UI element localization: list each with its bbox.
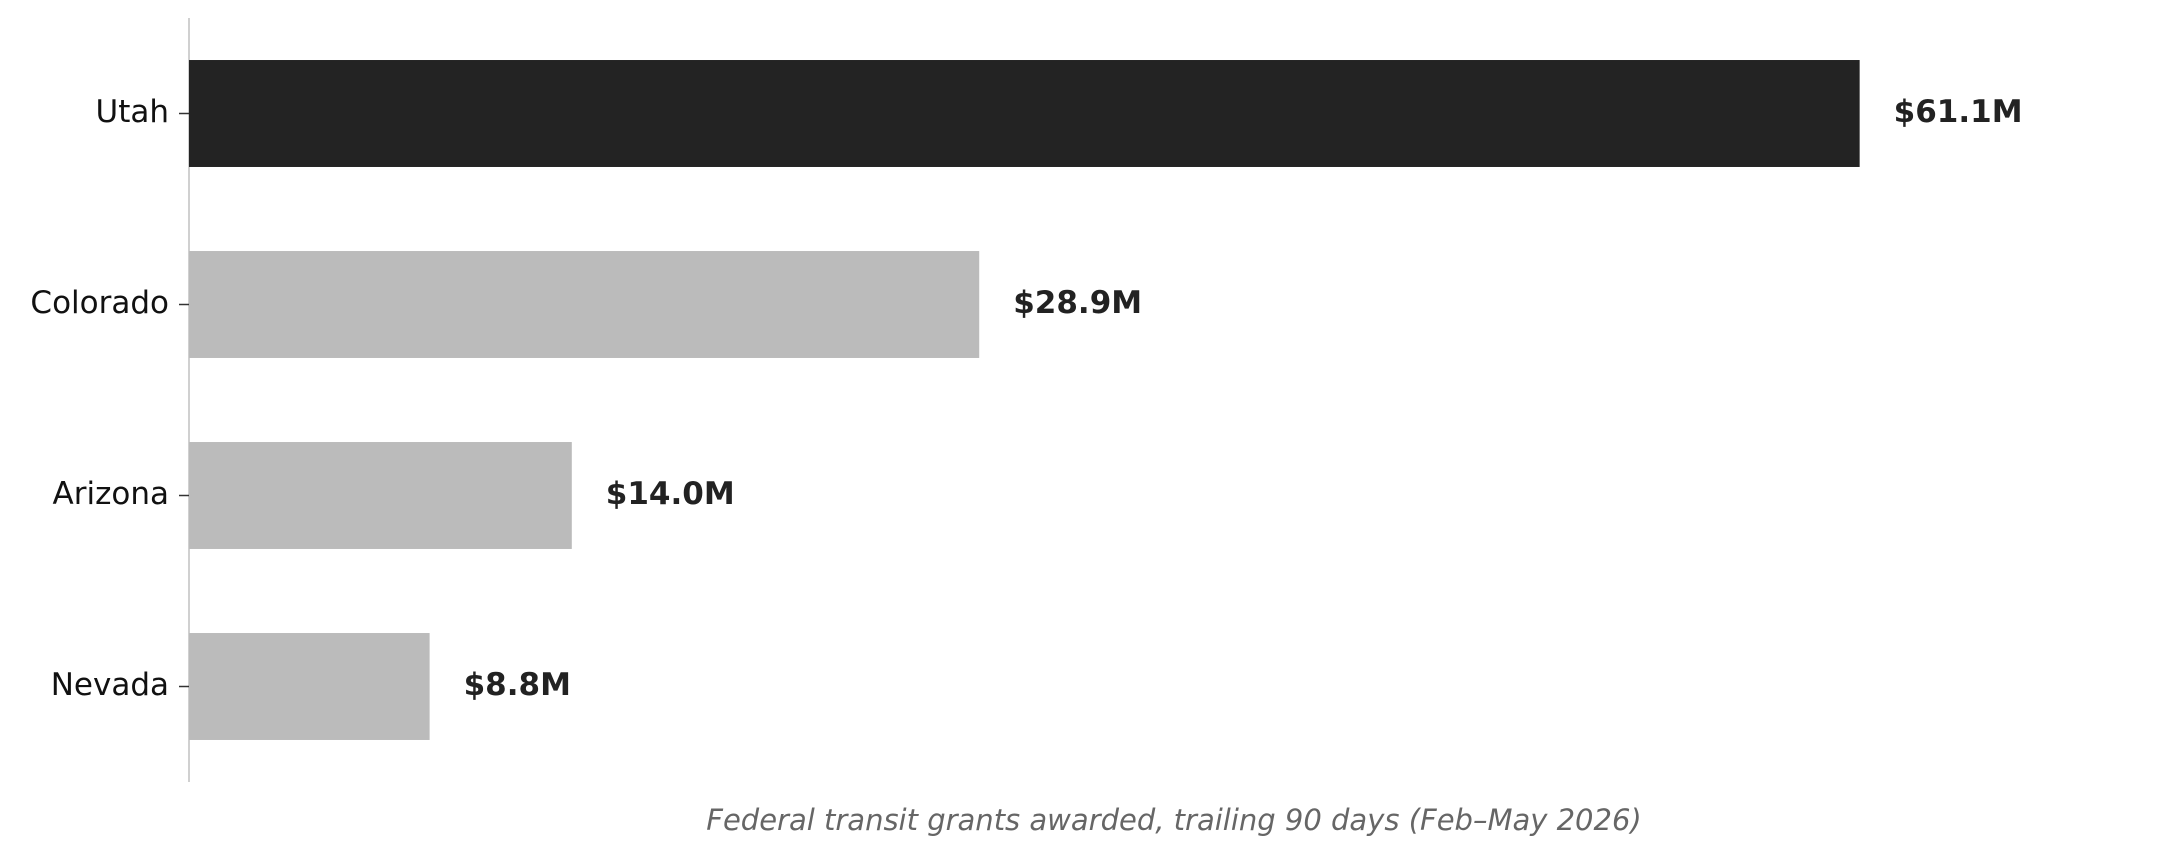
bar [189,60,1860,167]
x-axis-label: Federal transit grants awarded, trailing… [706,803,1641,837]
bar [189,633,430,740]
value-label: $61.1M [1894,94,2023,130]
value-label: $28.9M [1013,285,1142,321]
y-tick-label: Utah [96,94,170,130]
bar [189,442,572,549]
value-label: $8.8M [464,667,571,703]
y-tick-label: Arizona [53,476,169,512]
value-label: $14.0M [606,476,735,512]
y-tick-label: Colorado [30,285,169,321]
y-tick-label: Nevada [51,667,169,703]
bar [189,251,980,358]
